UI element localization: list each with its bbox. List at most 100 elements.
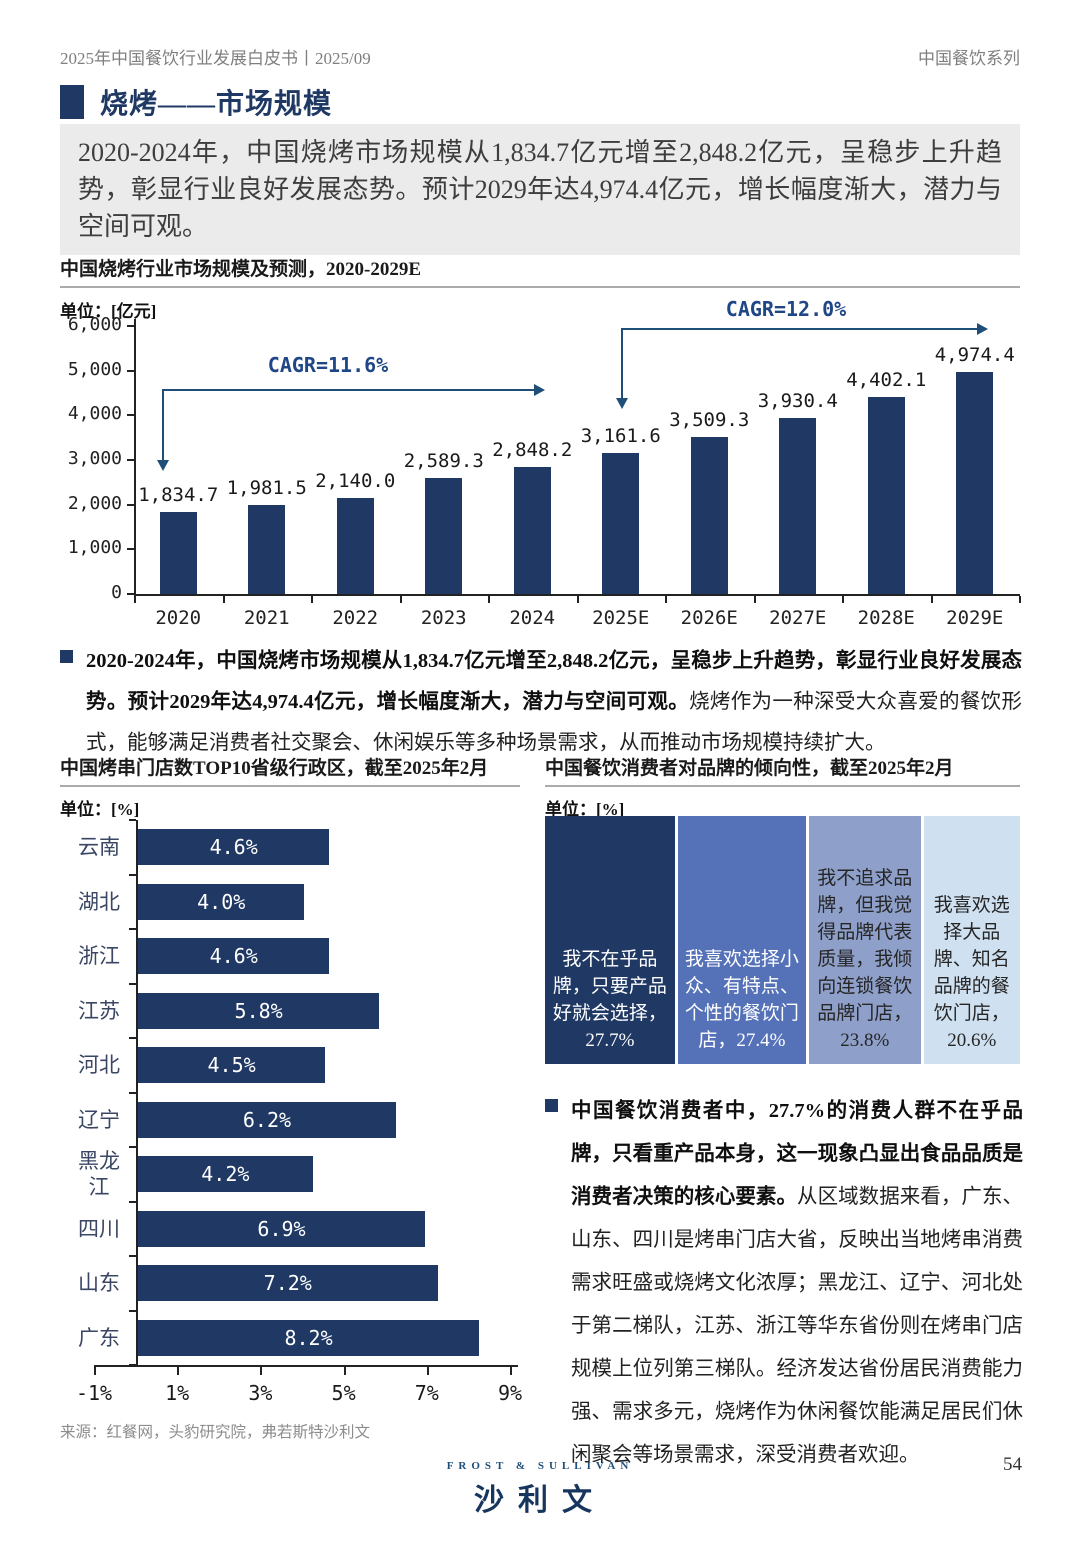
y-tick-label: 2,000	[67, 492, 122, 514]
category-tick	[129, 1037, 136, 1039]
bullet-square-icon	[60, 650, 73, 663]
highlight-summary: 2020-2024年，中国烧烤市场规模从1,834.7亿元增至2,848.2亿元…	[60, 124, 1020, 255]
row-category-label: 河北	[78, 1053, 120, 1078]
brand-segment-label: 我喜欢选择大品牌、知名品牌的餐饮门店，20.6%	[933, 895, 1010, 1051]
y-tick-label: 6,000	[67, 314, 122, 335]
bar-value-label: 6.2%	[242, 1107, 292, 1132]
y-tick	[127, 414, 134, 417]
bar-value-label: 1,834.7	[138, 484, 219, 507]
bar: 4.6%	[138, 829, 330, 866]
chart2-title-rule	[60, 785, 520, 787]
category-tick	[129, 1200, 136, 1203]
y-tick-label: 0	[111, 582, 122, 603]
consumer-bullet-text: 中国餐饮消费者中，27.7%的消费人群不在乎品牌，只看重产品本身，这一现象凸显出…	[571, 1090, 1023, 1477]
x-tick	[930, 596, 933, 603]
bar-value-label: 4.6%	[209, 835, 258, 860]
category-tick	[129, 1146, 136, 1148]
bar-value-label: 5.8%	[234, 998, 283, 1023]
bar	[779, 418, 817, 594]
bar: 4.6%	[138, 938, 330, 975]
header-left: 2025年中国餐饮行业发展白皮书丨2025/09	[60, 49, 371, 68]
x-category-label: 2020	[155, 607, 202, 629]
x-category-label: 2028E	[857, 607, 915, 629]
x-tick	[94, 1367, 96, 1375]
bar-value-label: 6.9%	[257, 1216, 306, 1241]
x-tick	[665, 596, 667, 603]
y-tick	[127, 548, 134, 551]
category-tick	[129, 928, 136, 930]
row-category-label: 四川	[78, 1216, 120, 1241]
bar-value-label: 2,589.3	[403, 450, 484, 473]
bar-value-label: 3,161.6	[580, 424, 661, 447]
row-category-label: 辽宁	[78, 1107, 120, 1132]
x-category-label: 2023	[420, 607, 467, 629]
x-axis	[134, 594, 1020, 596]
x-tick-label: -1%	[75, 1381, 113, 1405]
bar-value-label: 4.5%	[207, 1053, 256, 1078]
x-tick	[134, 596, 136, 603]
x-tick	[488, 596, 490, 603]
x-tick-label: 1%	[165, 1381, 190, 1405]
market-size-bar-chart: 0 1,000 2,000 3,000 4,000 5,000 6,000 1,834.7 20…	[60, 295, 1021, 640]
row-category-label: 山东	[78, 1271, 120, 1296]
chart3-title: 中国餐饮消费者对品牌的倾向性，截至2025年2月	[545, 758, 954, 779]
bar	[867, 397, 905, 594]
chart3-title-rule	[545, 785, 1020, 787]
cagr-arrowhead-down-icon	[157, 460, 170, 471]
bar-value-label: 4,402.1	[846, 369, 927, 392]
bar-value-label: 1,981.5	[226, 477, 307, 500]
x-category-label: 2024	[509, 607, 556, 629]
bar	[602, 452, 640, 594]
bar-value-label: 2,848.2	[492, 438, 573, 461]
category-tick	[129, 1091, 136, 1094]
brand-segment-label: 我不追求品牌，但我觉得品牌代表质量，我倾向连锁餐饮品牌门店，23.8%	[817, 868, 913, 1051]
chart1-unit: 单位：[亿元]	[60, 302, 157, 321]
row-category-label: 云南	[78, 835, 120, 860]
x-axis	[94, 1365, 518, 1367]
cagr-arrow-line	[620, 328, 978, 330]
market-bullet: 2020-2024年，中国烧烤市场规模从1,834.7亿元增至2,848.2亿元…	[60, 641, 1022, 764]
x-category-label: 2021	[243, 607, 290, 629]
y-tick	[127, 369, 134, 372]
chart2-title: 中国烤串门店数TOP10省级行政区，截至2025年2月	[60, 758, 489, 779]
logo-en-text: FROST & SULLIVAN	[446, 1460, 634, 1472]
bar: 4.2%	[138, 1156, 313, 1193]
brand-segment: 我不追求品牌，但我觉得品牌代表质量，我倾向连锁餐饮品牌门店，23.8%	[809, 816, 921, 1064]
bar	[513, 466, 551, 594]
x-category-label: 2022	[332, 607, 379, 629]
frost-sullivan-logo: FROST & SULLIVAN 沙利文	[0, 1460, 1080, 1519]
category-tick	[129, 1255, 136, 1257]
source-line: 来源：红餐网，头豹研究院，弗若斯特沙利文	[60, 1424, 371, 1441]
market-bullet-normal: 烧烤作为一种深受大众喜爱的餐饮形式，能够满足消费者社交聚会、休闲娱乐等多种场景需…	[86, 691, 1023, 754]
row-category-label: 黑龙江	[78, 1149, 120, 1200]
category-tick	[129, 819, 136, 821]
row-category-label: 湖北	[78, 889, 120, 914]
y-tick	[127, 593, 134, 595]
y-tick	[127, 503, 134, 506]
bar-value-label: 4.2%	[201, 1162, 250, 1187]
x-tick	[222, 596, 225, 603]
bar: 5.8%	[138, 992, 380, 1029]
cagr-arrow-drop	[620, 328, 623, 399]
bar-value-label: 4,974.4	[934, 343, 1015, 366]
consumer-bullet-normal: 从区域数据来看，广东、山东、四川是烤串门店大省，反映出当地烤串消费需求旺盛或烧烤…	[571, 1186, 1024, 1466]
x-tick-label: 3%	[248, 1381, 273, 1405]
bar	[159, 512, 197, 594]
chart3-unit: 单位：[%]	[545, 800, 625, 819]
chart2-unit: 单位：[%]	[60, 800, 140, 819]
x-tick	[343, 1367, 346, 1375]
bar: 6.2%	[138, 1101, 396, 1138]
x-tick	[510, 1367, 512, 1375]
section-title-row: 烧烤——市场规模	[60, 82, 332, 122]
bar	[425, 478, 463, 594]
x-category-label: 2029E	[946, 607, 1004, 629]
consumer-bullet-bold: 中国餐饮消费者中，27.7%的消费人群不在乎品牌，只看重产品本身，这一现象凸显出…	[571, 1100, 1023, 1208]
x-tick	[260, 1367, 263, 1375]
cagr-arrow-drop	[162, 389, 165, 461]
bar-value-label: 4.6%	[209, 944, 258, 969]
bar: 6.9%	[138, 1210, 426, 1247]
bar-value-label: 3,930.4	[757, 390, 838, 413]
bar	[956, 371, 994, 594]
title-marker-icon	[60, 85, 84, 119]
